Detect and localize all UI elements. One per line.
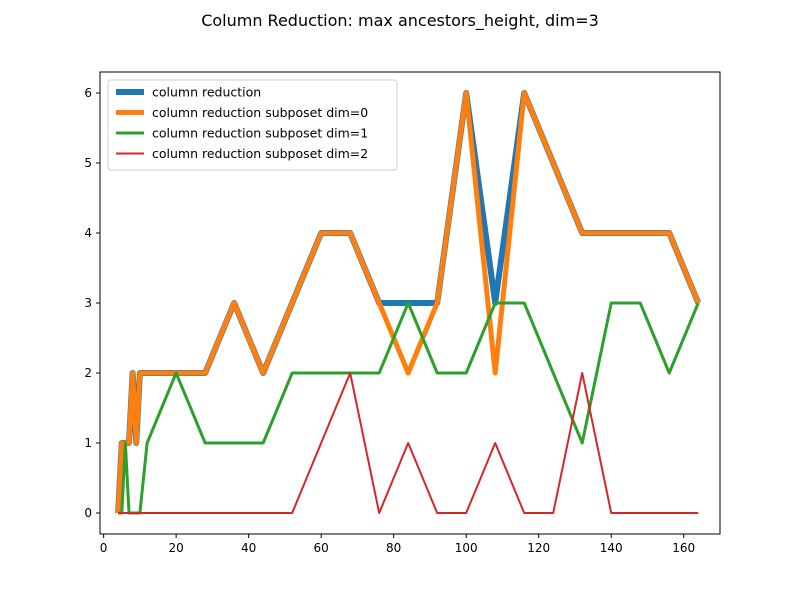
legend: column reduction column reduction subpose… bbox=[107, 79, 398, 171]
legend-label-1: column reduction subposet dim=0 bbox=[152, 105, 368, 120]
y-tick-label: 4 bbox=[84, 226, 92, 240]
y-tick-label: 2 bbox=[84, 366, 92, 380]
x-axis: 0 20 40 60 80 100 120 140 160 bbox=[100, 534, 695, 555]
x-tick-label: 60 bbox=[314, 541, 329, 555]
x-tick-label: 0 bbox=[100, 541, 108, 555]
legend-label-0: column reduction bbox=[152, 85, 261, 100]
x-tick-label: 140 bbox=[600, 541, 623, 555]
x-tick-label: 120 bbox=[527, 541, 550, 555]
series-line-1 bbox=[115, 90, 701, 514]
y-tick-label: 0 bbox=[84, 506, 92, 520]
chart-title: Column Reduction: max ancestors_height, … bbox=[201, 11, 599, 31]
x-tick-label: 80 bbox=[386, 541, 401, 555]
y-tick-label: 6 bbox=[84, 86, 92, 100]
y-tick-label: 1 bbox=[84, 436, 92, 450]
x-tick-label: 160 bbox=[672, 541, 695, 555]
legend-label-2: column reduction subposet dim=1 bbox=[152, 126, 368, 141]
x-tick-label: 40 bbox=[241, 541, 256, 555]
legend-box bbox=[107, 79, 398, 171]
y-tick-label: 3 bbox=[84, 296, 92, 310]
legend-label-3: column reduction subposet dim=2 bbox=[152, 146, 368, 161]
series-line-2 bbox=[118, 301, 700, 515]
y-tick-label: 5 bbox=[84, 156, 92, 170]
series-line-3 bbox=[118, 372, 699, 514]
x-tick-label: 100 bbox=[455, 541, 478, 555]
y-axis: 0 1 2 3 4 5 6 bbox=[84, 86, 100, 520]
x-tick-label: 20 bbox=[168, 541, 183, 555]
